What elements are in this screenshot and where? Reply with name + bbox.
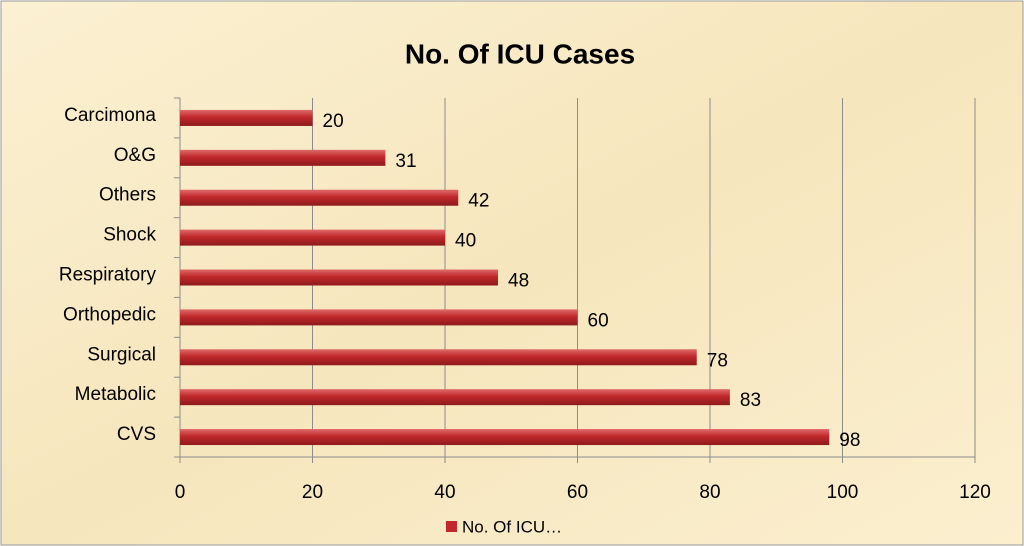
chart-title: No. Of ICU Cases — [405, 38, 635, 69]
data-label: 98 — [839, 430, 860, 451]
data-label: 42 — [468, 191, 489, 212]
y-tick-label: O&G — [114, 145, 156, 166]
y-tick-label: Surgical — [87, 344, 156, 365]
y-tick-label: Carcimona — [64, 105, 156, 126]
bar — [180, 229, 445, 246]
y-tick-label: Respiratory — [59, 265, 157, 286]
y-tick-label: Metabolic — [75, 384, 156, 405]
x-tick-label: 60 — [567, 482, 588, 503]
x-tick-label: 0 — [175, 482, 186, 503]
y-tick-label: Shock — [103, 225, 156, 246]
x-tick-label: 120 — [959, 482, 991, 503]
x-tick-label: 20 — [302, 482, 323, 503]
bar — [180, 389, 730, 406]
x-tick-label: 80 — [699, 482, 720, 503]
data-label: 83 — [740, 390, 761, 411]
y-tick-label: Others — [99, 185, 156, 206]
data-label: 20 — [323, 111, 344, 132]
bar — [180, 269, 498, 286]
bar — [180, 309, 578, 326]
bar — [180, 189, 459, 206]
data-label: 60 — [588, 310, 609, 331]
bar — [180, 349, 697, 366]
data-label: 48 — [508, 271, 529, 292]
data-label: 40 — [455, 231, 476, 252]
y-tick-label: CVS — [117, 424, 156, 445]
y-tick-label: Orthopedic — [63, 304, 156, 325]
x-tick-label: 40 — [434, 482, 455, 503]
legend-swatch — [446, 521, 457, 532]
data-label: 78 — [707, 350, 728, 371]
data-label: 31 — [395, 151, 416, 172]
x-tick-label: 100 — [827, 482, 859, 503]
bar — [180, 149, 386, 166]
legend-label: No. Of ICU… — [462, 517, 562, 536]
bar — [180, 429, 830, 446]
bar — [180, 109, 313, 126]
